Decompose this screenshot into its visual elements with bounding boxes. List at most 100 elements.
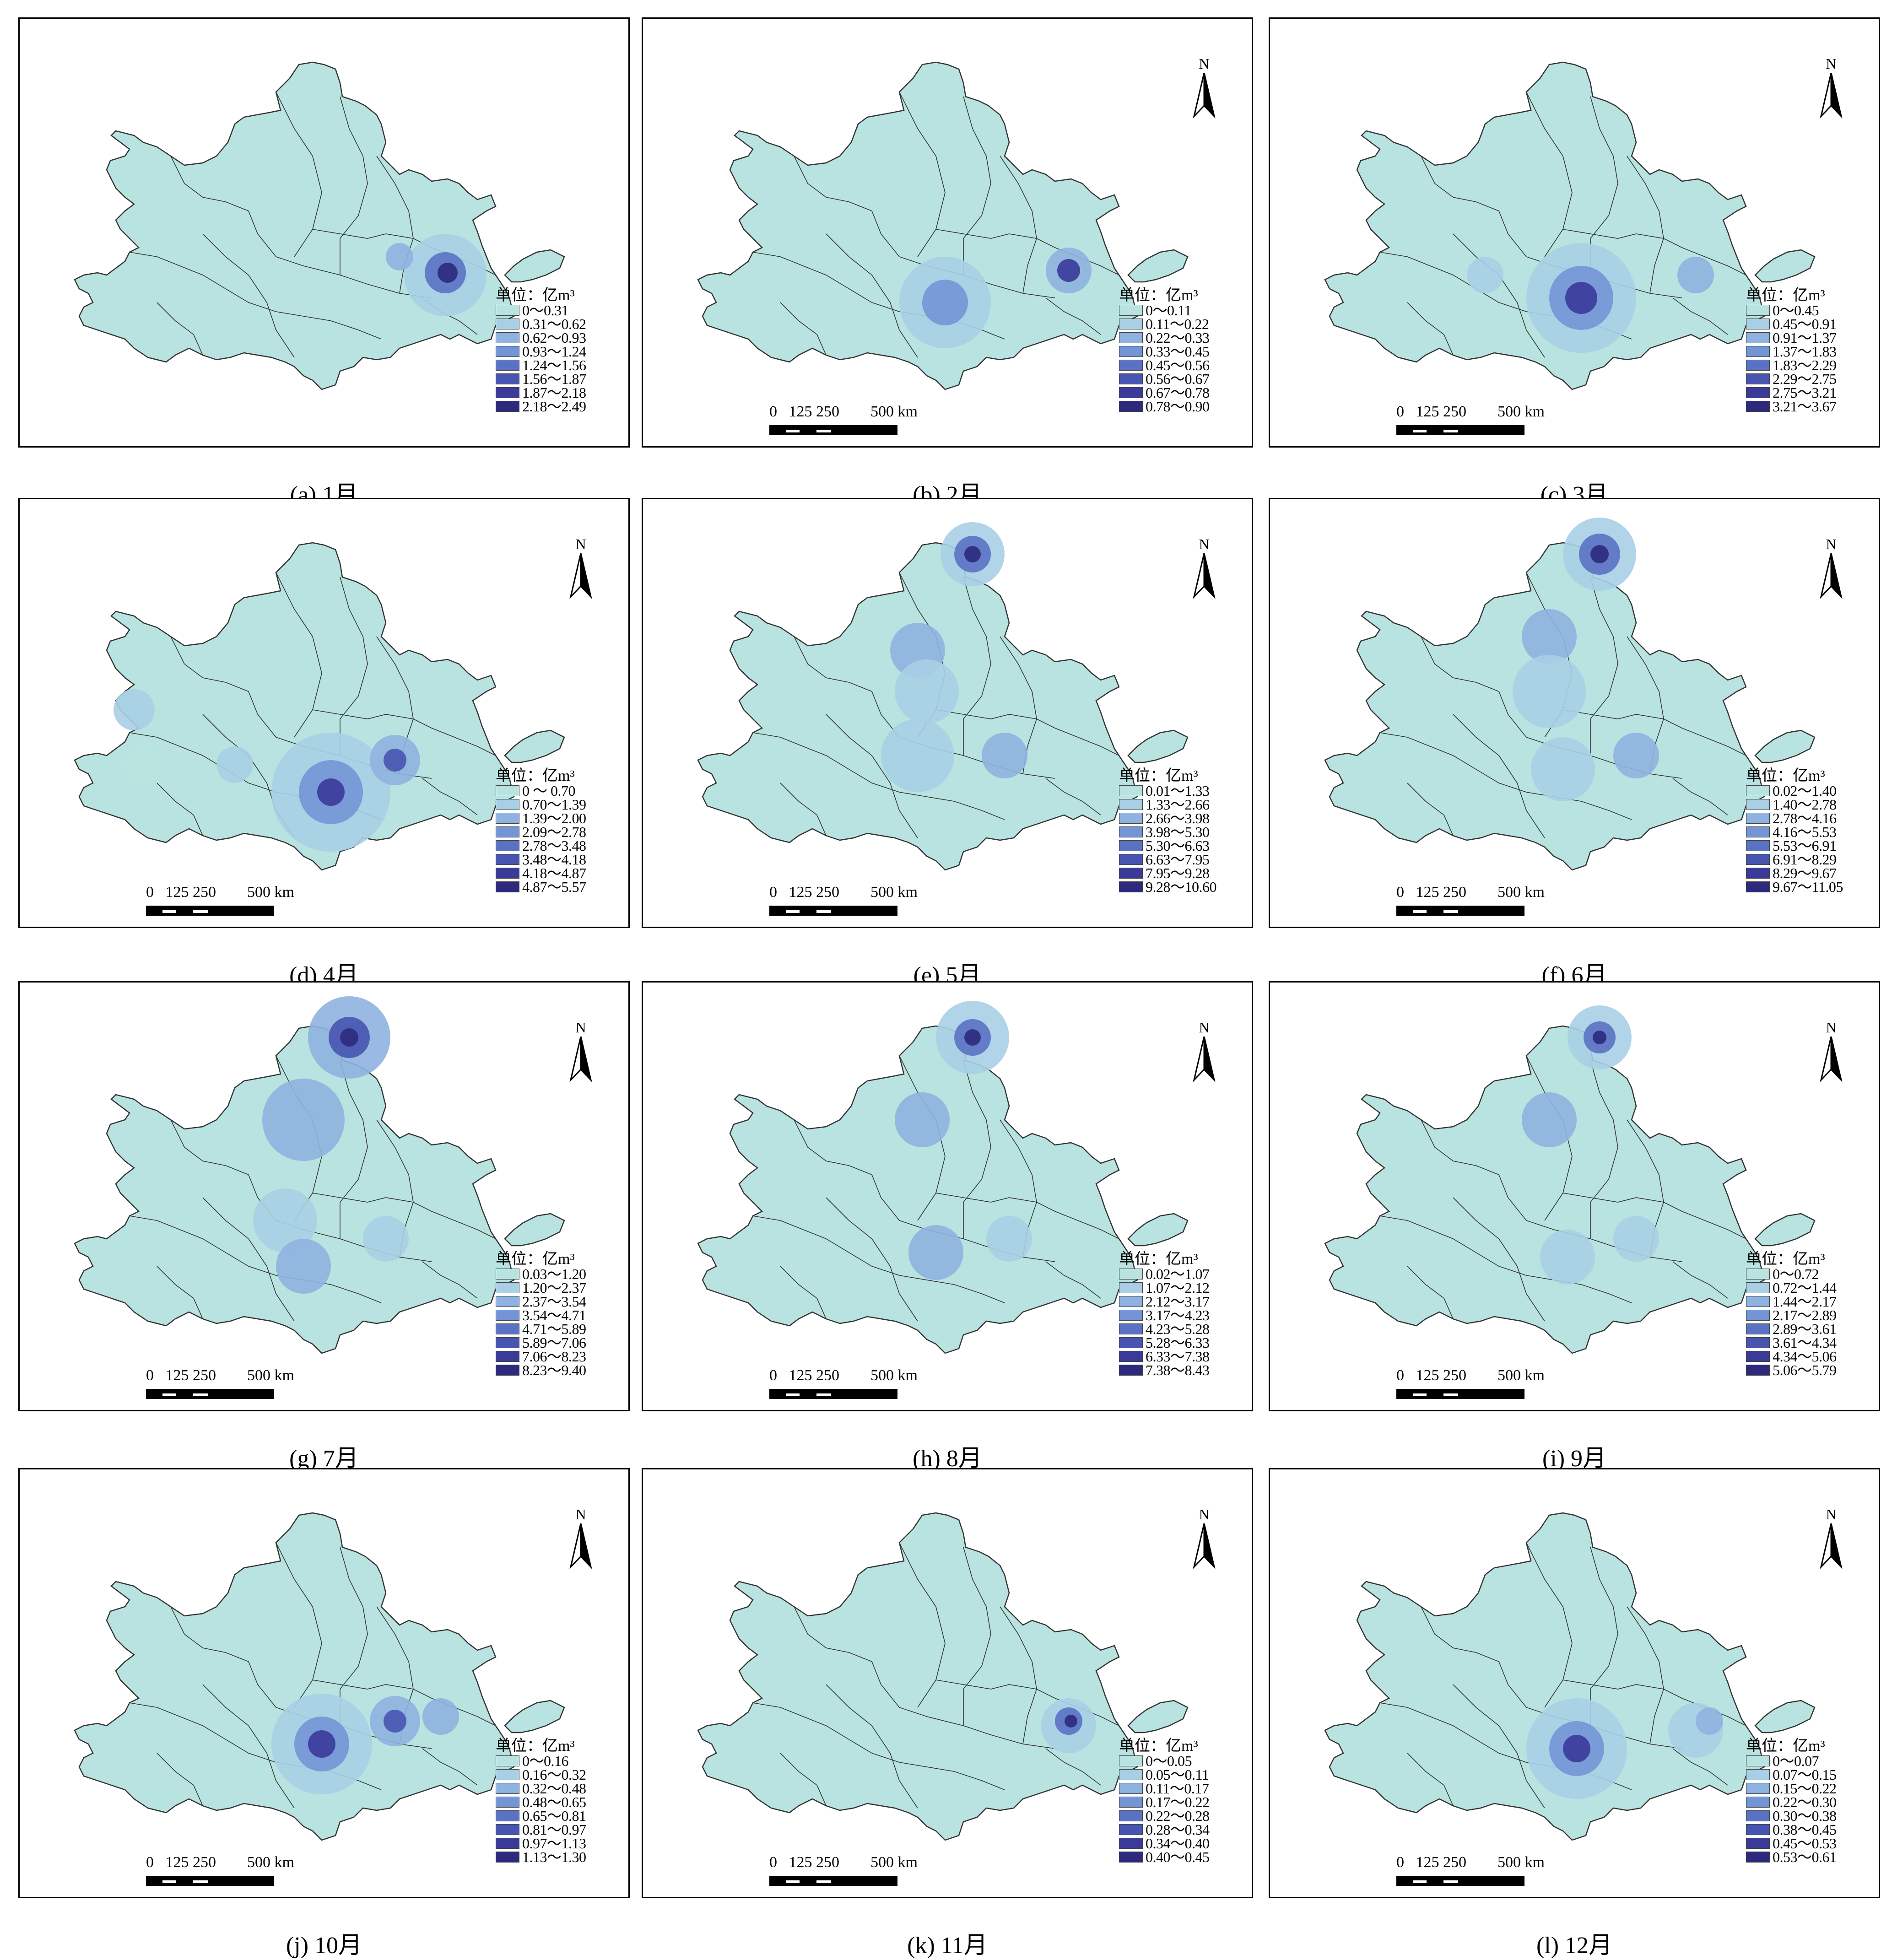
- legend-swatch: [496, 1797, 519, 1808]
- legend-label: 0～0.16: [522, 1753, 569, 1769]
- legend-label: 3.61～4.34: [1773, 1334, 1837, 1351]
- north-arrow: N: [1190, 1506, 1222, 1575]
- legend-item: 2.75～3.21: [1746, 385, 1879, 400]
- intensity-blobs: [1467, 243, 1714, 353]
- scale-bar: 0 125 250 500 km: [769, 884, 918, 920]
- legend-label: 1.20～2.37: [522, 1280, 586, 1296]
- legend-swatch: [1119, 881, 1143, 892]
- legend-label: 1.07～2.12: [1146, 1280, 1210, 1296]
- legend-label: 2.89～3.61: [1773, 1321, 1837, 1337]
- peninsula: [1754, 249, 1816, 283]
- legend-label: 0.22～0.33: [1146, 329, 1210, 346]
- legend-swatch: [1119, 840, 1143, 851]
- north-arrow-icon: [569, 1037, 592, 1082]
- legend-label: 0.33～0.45: [1146, 343, 1210, 360]
- region-outline: [1324, 61, 1765, 390]
- legend-swatch: [1746, 1810, 1770, 1821]
- intensity-blob: [253, 1188, 317, 1253]
- legend-swatch: [1119, 1323, 1143, 1334]
- legend-label: 5.89～7.06: [522, 1334, 586, 1351]
- legend-swatch: [496, 319, 519, 329]
- legend-label: 0 ～ 0.70: [522, 783, 576, 799]
- legend: 单位：亿m³ 0.02～1.40 1.40～2.78 2.78～4.16 4.16～5…: [1746, 768, 1879, 894]
- scale-bar-graphic: [769, 1876, 897, 1886]
- legend-item: 0.31～0.62: [496, 317, 628, 331]
- north-label: N: [1199, 55, 1210, 72]
- legend-item: 0.16～0.32: [496, 1766, 628, 1783]
- legend-label: 6.33～7.38: [1146, 1348, 1210, 1365]
- north-arrow: N: [1190, 1019, 1222, 1088]
- region-map: [697, 61, 1189, 390]
- legend-item: 4.18～4.87: [496, 866, 628, 880]
- legend-item: 0.53～0.61: [1746, 1850, 1879, 1864]
- legend-swatch: [1119, 346, 1143, 357]
- legend-label: 0.16～0.32: [522, 1766, 586, 1783]
- legend-label: 0.72～1.44: [1773, 1280, 1837, 1296]
- legend-item: 0.02～1.07: [1119, 1267, 1252, 1281]
- legend-title: 单位：亿m³: [1746, 1251, 1825, 1268]
- region-map: [74, 61, 565, 390]
- legend-label: 1.24～1.56: [522, 357, 586, 373]
- legend-item: 0～0.72: [1746, 1267, 1879, 1281]
- region-map: [1324, 518, 1816, 871]
- scale-bar-graphic: [769, 1389, 897, 1399]
- legend-item: 5.28～6.33: [1119, 1334, 1252, 1351]
- scale-labels: 0 125 250 500 km: [769, 403, 918, 420]
- legend-item: 0.93～1.24: [496, 344, 628, 359]
- legend-swatch: [496, 840, 519, 851]
- region-outline: [74, 1512, 515, 1841]
- north-label: N: [575, 1019, 586, 1036]
- legend-item: 8.29～9.67: [1746, 866, 1879, 880]
- legend-swatch: [1746, 1282, 1770, 1293]
- scale-bar: 0 125 250 500 km: [769, 403, 918, 440]
- scale-labels: 0 125 250 500 km: [1396, 1854, 1545, 1871]
- scale-labels: 0 125 250 500 km: [769, 1854, 918, 1871]
- north-arrow-icon: [1820, 1523, 1843, 1569]
- legend-label: 2.09～2.78: [522, 824, 586, 840]
- intensity-blob: [1057, 259, 1080, 282]
- legend: 单位：亿m³ 0～0.72 0.72～1.44 1.44～2.17 2.17～2.89…: [1746, 1251, 1879, 1377]
- region-outline: [697, 1512, 1138, 1841]
- legend-item: 0.45～0.53: [1746, 1836, 1879, 1851]
- scale-bar: 0 125 250 500 km: [769, 1854, 918, 1890]
- legend-swatch: [1119, 1310, 1143, 1321]
- legend-item: 0.07～0.15: [1746, 1767, 1879, 1782]
- intensity-blob: [1531, 737, 1595, 801]
- legend-swatch: [496, 1365, 519, 1376]
- legend-item: 0～0.45: [1746, 303, 1879, 318]
- legend-item: 0.70～1.39: [496, 797, 628, 812]
- legend-label: 4.16～5.53: [1773, 824, 1837, 840]
- legend-swatch: [496, 1282, 519, 1293]
- legend-item: 1.33～2.66: [1119, 797, 1252, 812]
- legend-swatch: [1746, 1783, 1770, 1794]
- legend-label: 1.40～2.78: [1773, 796, 1837, 813]
- intensity-blob: [1565, 282, 1597, 314]
- map-panel-10: N 0 125 250 500 km 单位：亿m³ 0～0.16 0.16～0.3…: [18, 1468, 630, 1898]
- legend-item: 4.71～5.89: [496, 1322, 628, 1336]
- legend-item: 0.56～0.67: [1119, 372, 1252, 386]
- legend-swatch: [1746, 401, 1770, 412]
- legend-label: 5.28～6.33: [1146, 1334, 1210, 1351]
- legend-label: 3.17～4.23: [1146, 1307, 1210, 1323]
- legend-label: 3.54～4.71: [522, 1307, 586, 1323]
- legend-swatch: [1746, 840, 1770, 851]
- intensity-blob: [1522, 1092, 1577, 1147]
- legend-item: 1.39～2.00: [496, 810, 628, 826]
- peninsula: [504, 729, 565, 763]
- legend-swatch: [1119, 785, 1143, 796]
- peninsula: [504, 1700, 565, 1733]
- peninsula: [1754, 1700, 1816, 1733]
- legend-swatch: [1746, 1838, 1770, 1849]
- legend-swatch: [1119, 373, 1143, 384]
- legend-swatch: [496, 1269, 519, 1280]
- peninsula: [1127, 249, 1189, 283]
- legend-swatch: [1746, 868, 1770, 879]
- legend-swatch: [496, 785, 519, 796]
- legend-item: 0.33～0.45: [1119, 343, 1252, 360]
- legend-item: 0.45～0.56: [1119, 358, 1252, 373]
- legend-item: 5.89～7.06: [496, 1334, 628, 1351]
- legend-label: 1.39～2.00: [522, 810, 586, 826]
- intensity-blob: [317, 778, 345, 806]
- legend-swatch: [496, 1323, 519, 1334]
- intensity-blob: [114, 689, 155, 730]
